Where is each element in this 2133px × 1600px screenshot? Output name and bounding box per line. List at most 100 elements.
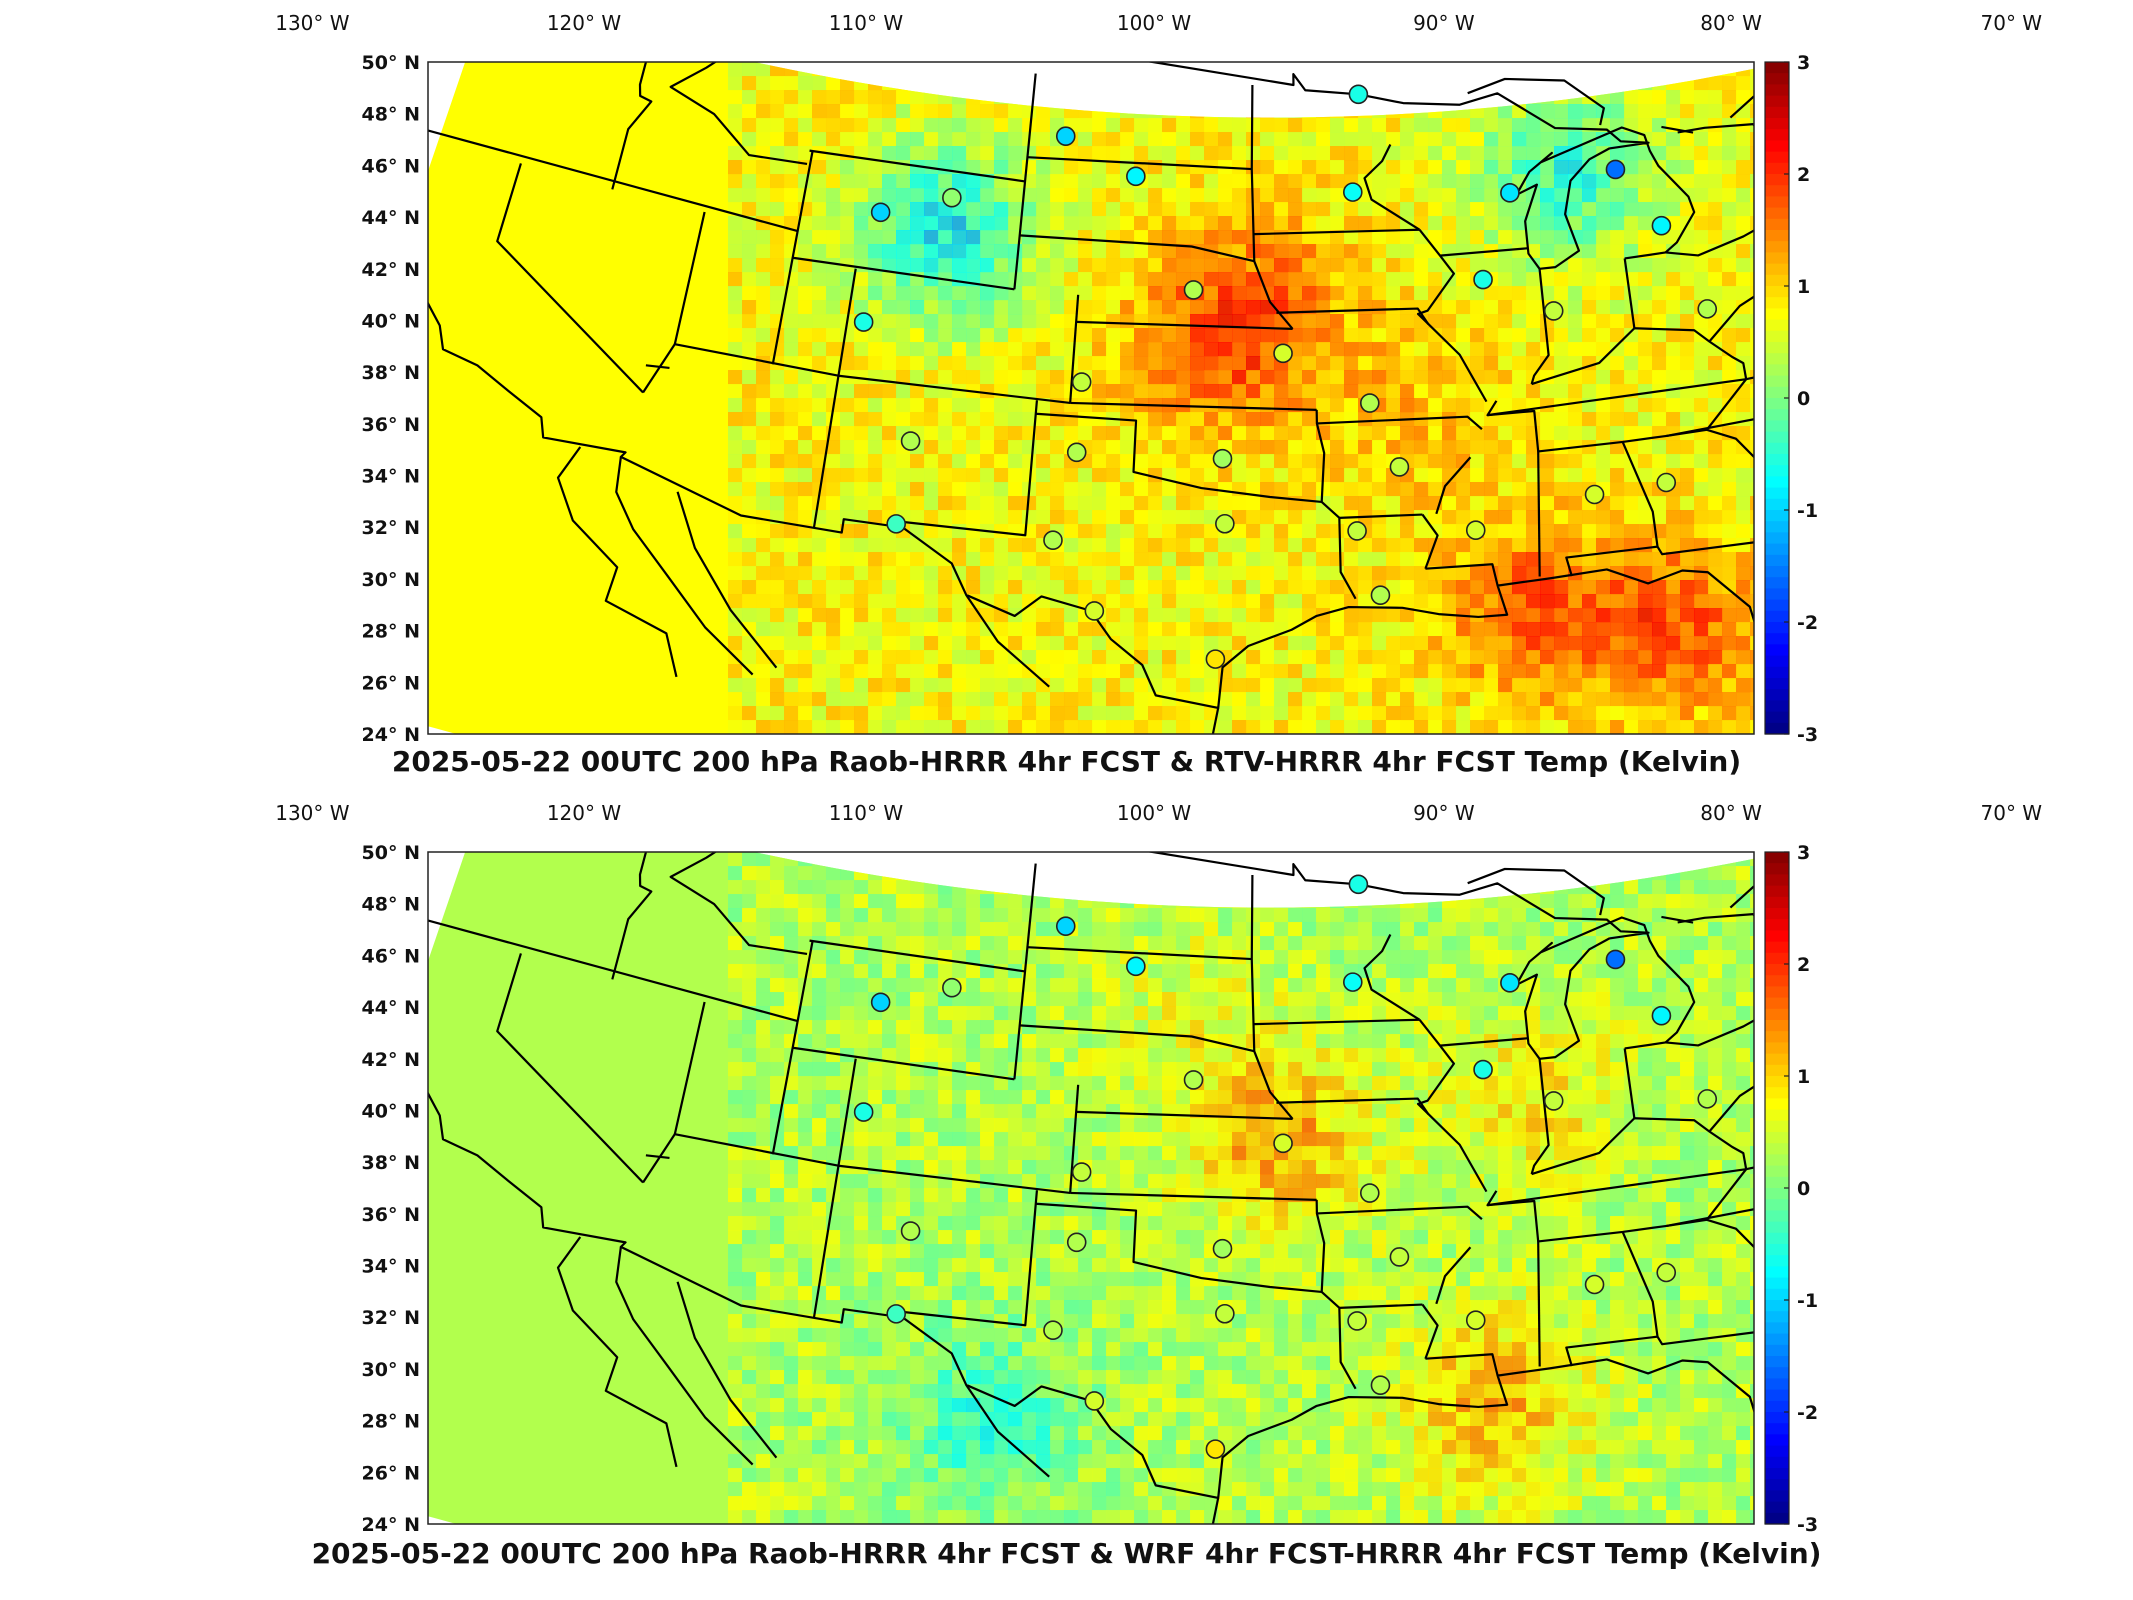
- longitude-label: 120° W: [547, 11, 622, 35]
- raob-station-marker: [1902, 1176, 1920, 1194]
- raob-station-marker: [1183, 1070, 1204, 1090]
- longitude-label: 110° W: [829, 11, 904, 35]
- latitude-label: 36° N: [362, 414, 420, 436]
- state-boundary: [1708, 295, 1754, 343]
- raob-station-marker: [1071, 372, 1092, 392]
- state-boundary: [1035, 412, 1322, 504]
- raob-station-marker: [1347, 521, 1367, 541]
- raob-station-marker: [2112, 64, 2130, 82]
- state-boundary: [1425, 1353, 1499, 1376]
- state-boundary: [1276, 307, 1430, 325]
- latitude-label: 46° N: [362, 945, 420, 967]
- raob-station-marker: [1342, 182, 1363, 202]
- state-boundary: [1019, 234, 1255, 263]
- raob-station-marker: [1473, 269, 1493, 290]
- mexico-coast: [1930, 1406, 1958, 1413]
- raob-station-marker: [853, 1102, 874, 1122]
- raob-station-marker: [1584, 1274, 1605, 1295]
- state-boundary: [1974, 150, 1998, 157]
- raob-station-marker: [1370, 1375, 1391, 1395]
- state-boundary: [1254, 1018, 1420, 1026]
- state-boundary: [1254, 228, 1420, 236]
- state-boundary: [1070, 1191, 1317, 1201]
- raob-station-marker: [1215, 1303, 1235, 1324]
- colorbar-tick-label: 0: [1797, 388, 1810, 410]
- state-boundary: [1802, 282, 1917, 304]
- state-boundary: [838, 374, 1071, 405]
- state-boundary: [2019, 860, 2040, 916]
- state-boundary: [1316, 415, 1483, 431]
- latitude-label: 24° N: [362, 724, 420, 746]
- state-boundary: [1999, 81, 2047, 180]
- map-panel-raob-wrf: 130° W 120° W 110° W 100° W 90° W 80° W 70° W 2…: [0, 790, 2133, 1590]
- state-boundary: [771, 257, 794, 365]
- colorbar-tick-label: -2: [1797, 1402, 1818, 1424]
- raob-station-marker: [1651, 215, 1672, 236]
- raob-station-marker: [1071, 1162, 1092, 1182]
- colorbar: 3 2 1 0 -1 -2 -3: [1764, 842, 1818, 1536]
- state-boundary: [611, 852, 653, 980]
- raob-station-marker: [1055, 916, 1076, 936]
- latitude-label: 30° N: [362, 1359, 420, 1381]
- latitude-label: 48° N: [362, 894, 420, 916]
- raob-station-marker: [853, 312, 874, 332]
- state-boundary: [1439, 247, 1528, 257]
- state-boundary: [1069, 1084, 1080, 1194]
- state-boundary: [1076, 320, 1293, 331]
- map-frame: [427, 61, 1755, 735]
- state-boundary: [1708, 1085, 1754, 1133]
- raob-station-marker: [1043, 1320, 1063, 1341]
- state-boundary: [1634, 1117, 1748, 1170]
- state-boundary: [1421, 1303, 1439, 1360]
- state-boundary: [1623, 1048, 1636, 1119]
- raob-station-marker: [1389, 1247, 1410, 1267]
- state-boundary: [1339, 1303, 1423, 1309]
- state-boundary: [428, 919, 798, 1023]
- mexico-coast: [615, 456, 754, 676]
- latitude-label: 46° N: [362, 155, 420, 177]
- colorbar-tick-label: -1: [1797, 500, 1818, 522]
- raob-station-marker: [1656, 1262, 1677, 1283]
- raob-station-marker: [870, 992, 891, 1013]
- raob-station-marker: [870, 202, 891, 223]
- raob-station-marker: [1084, 1391, 1105, 1411]
- colorbar-tick-label: 1: [1797, 1066, 1810, 1088]
- raob-station-marker: [1215, 513, 1235, 534]
- latitude-label: 26° N: [362, 672, 420, 694]
- raob-station-marker: [1605, 159, 1626, 180]
- state-boundary: [496, 163, 644, 394]
- latitude-label: 34° N: [362, 1256, 420, 1278]
- mexico-coast: [965, 594, 1050, 688]
- colorbar-tick-label: 2: [1797, 954, 1810, 976]
- state-boundary: [1013, 73, 1037, 290]
- raob-station-marker: [1348, 84, 1369, 105]
- raob-station-marker: [1916, 299, 1934, 317]
- raob-station-marker: [1465, 520, 1486, 541]
- state-boundary: [812, 1058, 857, 1319]
- colorbar-tick-label: -3: [1797, 724, 1818, 746]
- latitude-label: 38° N: [362, 362, 420, 384]
- state-boundary: [1027, 946, 1252, 961]
- state-boundary: [1339, 513, 1423, 519]
- state-boundary: [1634, 327, 1748, 380]
- colorbar-tick-label: -3: [1797, 1514, 1818, 1536]
- state-boundary: [809, 939, 1026, 973]
- raob-station-marker: [1916, 1089, 1934, 1107]
- raob-station-marker: [1126, 956, 1146, 977]
- raob-station-marker: [1543, 1091, 1564, 1111]
- state-boundary: [1250, 875, 1294, 1120]
- state-boundary: [1076, 1110, 1293, 1121]
- mexico-coast: [556, 446, 678, 678]
- state-boundary: [1027, 156, 1252, 171]
- state-boundary: [1623, 258, 1636, 329]
- state-boundary: [1624, 1041, 1666, 1050]
- state-boundary: [1531, 327, 1636, 386]
- map-plot-raob-wrf: 130° W 120° W 110° W 100° W 90° W 80° W 70° W 2…: [275, 801, 2042, 1536]
- latitude-label: 32° N: [362, 517, 420, 539]
- state-boundary: [1531, 1117, 1636, 1176]
- state-boundary: [1656, 1331, 1754, 1346]
- raob-station-marker: [1473, 1059, 1493, 1080]
- state-boundary: [899, 1190, 1039, 1327]
- state-boundary: [642, 343, 676, 394]
- latitude-label: 38° N: [362, 1152, 420, 1174]
